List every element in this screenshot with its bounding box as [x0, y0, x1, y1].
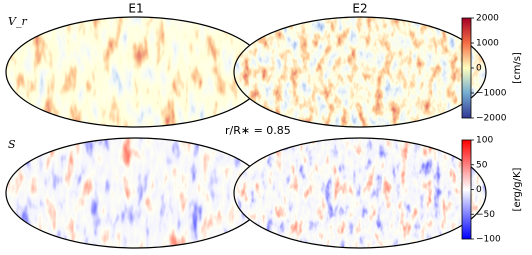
map — [233, 137, 487, 249]
tick-label: −1000 — [476, 89, 507, 99]
column-title: E1 — [128, 2, 143, 16]
annotation: r/R∗ = 0.85 — [225, 124, 291, 137]
map — [233, 16, 487, 128]
tick-label: 2000 — [476, 14, 499, 24]
colorbar-label: [cm/s] — [512, 52, 523, 84]
tick-label: 100 — [476, 136, 493, 146]
tick-label: 1000 — [476, 39, 499, 49]
colorbar — [461, 17, 472, 119]
tick-label: −50 — [476, 210, 495, 220]
tick-label: 0 — [476, 185, 482, 195]
row-label: S — [8, 138, 16, 151]
tick-label: 0 — [476, 64, 482, 74]
map — [5, 16, 267, 128]
map — [5, 137, 267, 249]
row-label: V_r — [8, 15, 27, 28]
colorbar — [461, 139, 472, 240]
tick-label: −2000 — [476, 114, 507, 124]
column-title: E2 — [352, 2, 367, 16]
colorbar-label: [erg/g/K] — [512, 167, 523, 211]
tick-label: −100 — [476, 235, 501, 245]
tick-label: 50 — [476, 160, 488, 170]
